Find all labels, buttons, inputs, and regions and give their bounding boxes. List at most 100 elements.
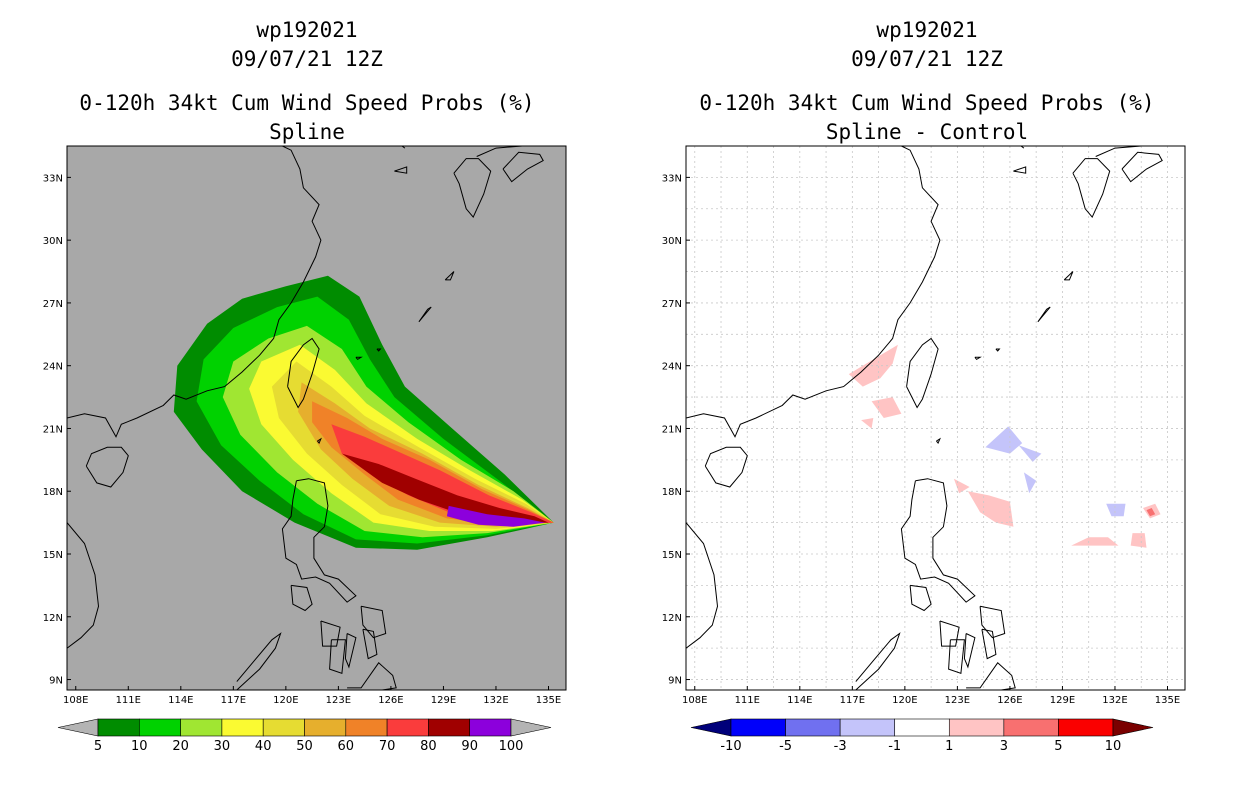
left-colorbar-segment [97,718,140,737]
right-colorbar-segment [785,718,841,737]
coastline-vietnam [67,522,100,649]
coastline-yaeyama [974,356,982,361]
coastline-mindanao [966,662,1016,690]
left-colorbar-label: 20 [172,739,189,754]
left-colorbar-segment [428,718,470,737]
coastline-honshu [1095,146,1168,157]
right-product: 0-120h 34kt Cum Wind Speed Probs (%) [699,91,1155,115]
prob-contour-90 [446,505,545,527]
coastline-miyako [995,348,1001,352]
left-ytick-label: 18N [43,487,63,498]
right-colorbar-segment [948,718,1005,737]
coastline-mindoro [290,584,313,612]
coastline-jeju [394,166,408,174]
coastline-leyte [981,628,997,660]
right-ytick-label: 27N [662,299,682,310]
coastline-hainan [85,446,129,488]
right-xtick-label: 114E [787,695,812,706]
coastline-okinawa [418,306,432,323]
coastline-negros [329,639,346,674]
left-ytick-label: 33N [43,173,63,184]
left-xtick-label: 132E [483,695,508,706]
right-ytick-label: 21N [662,424,682,435]
coastline-shikoku [1121,151,1163,183]
right-colorbar: -10 -5 -3 -1 1 3 5 10 [690,718,1154,754]
coastline-mindanao [347,662,397,690]
coastline-amami [1063,271,1074,281]
left-method: Spline [269,120,345,144]
right-chart-title: wp192021 09/07/21 12Z [677,16,1177,74]
left-colorbar-label: 30 [214,739,231,754]
right-map-background [686,146,1185,690]
right-colorbar-label: 5 [1054,739,1062,754]
left-colorbar-label: 50 [296,739,313,754]
right-colorbar-low-arrow [690,718,732,737]
right-method: Spline - Control [825,120,1029,144]
right-ytick-label: 33N [662,173,682,184]
diff-region-3 [953,478,970,494]
left-colorbar-label: 80 [420,739,437,754]
left-ytick-label: 15N [43,550,63,561]
left-xtick-label: 126E [378,695,403,706]
coastline-samar [360,605,387,639]
left-xtick-label: 120E [273,695,298,706]
left-ytick-label: 27N [43,299,63,310]
coastline-mindoro [909,584,932,612]
coastline-cebu [963,633,976,669]
coastline-taiwan [287,337,320,409]
left-colorbar-high-arrow [510,718,552,737]
prob-contour-70 [331,424,554,525]
coastline-luzon [281,478,357,603]
right-storm-id: wp192021 [876,18,978,42]
right-colorbar-segment [1003,718,1059,737]
coastline-luzon [900,478,976,603]
coastline-yaeyama [355,356,363,361]
coastline-palawan [236,632,282,690]
right-ytick-label: 18N [662,487,682,498]
left-colorbar-segment [345,718,388,737]
diff-region-0 [848,344,898,387]
left-xtick-label: 135E [536,695,561,706]
right-map-frame [685,145,1186,691]
right-chart-subtitle: 0-120h 34kt Cum Wind Speed Probs (%) Spl… [677,89,1177,147]
left-xtick-label: 129E [431,695,456,706]
right-ytick-label: 24N [662,362,682,373]
left-colorbar-segment [180,718,223,737]
right-xtick-label: 111E [735,695,760,706]
left-xtick-label: 108E [63,695,88,706]
diff-region-8 [985,426,1023,454]
right-colorbar-label: 1 [945,739,953,754]
diff-region-12 [1146,508,1156,517]
coastline-negros [948,639,965,674]
coastline-batanes [317,437,322,445]
diff-region-7 [861,418,874,429]
left-colorbar-segment [386,718,429,737]
right-colorbar-label: 10 [1105,739,1122,754]
right-xtick-label: 135E [1155,695,1180,706]
left-ytick-label: 24N [43,362,63,373]
coastline-leyte [362,628,378,660]
coastline-panay [939,620,960,647]
coastline-miyako [376,348,382,352]
left-colorbar-segment [469,718,512,737]
prob-contour-80 [341,453,549,523]
right-xtick-label: 132E [1102,695,1127,706]
left-chart-subtitle: 0-120h 34kt Cum Wind Speed Probs (%) Spl… [57,89,557,147]
left-xtick-label: 114E [168,695,193,706]
left-xtick-label: 117E [221,695,246,706]
right-ytick-label: 30N [662,236,682,247]
left-colorbar-label: 10 [131,739,148,754]
coastline-palawan [855,632,901,690]
diff-region-2 [967,491,1014,527]
left-colorbar-segment [304,718,347,737]
left-chart-title: wp192021 09/07/21 12Z [57,16,557,74]
left-colorbar-label: 60 [338,739,355,754]
right-ytick-label: 9N [668,676,682,687]
right-ytick-label: 15N [662,550,682,561]
diff-region-1 [871,397,902,418]
left-colorbar-label: 70 [379,739,396,754]
right-colorbar-label: -10 [720,739,741,754]
left-colorbar-label: 100 [499,739,524,754]
left-map: 108E 111E 114E 117E 120E 123E 126E 129E 132E 135E… [43,145,567,706]
